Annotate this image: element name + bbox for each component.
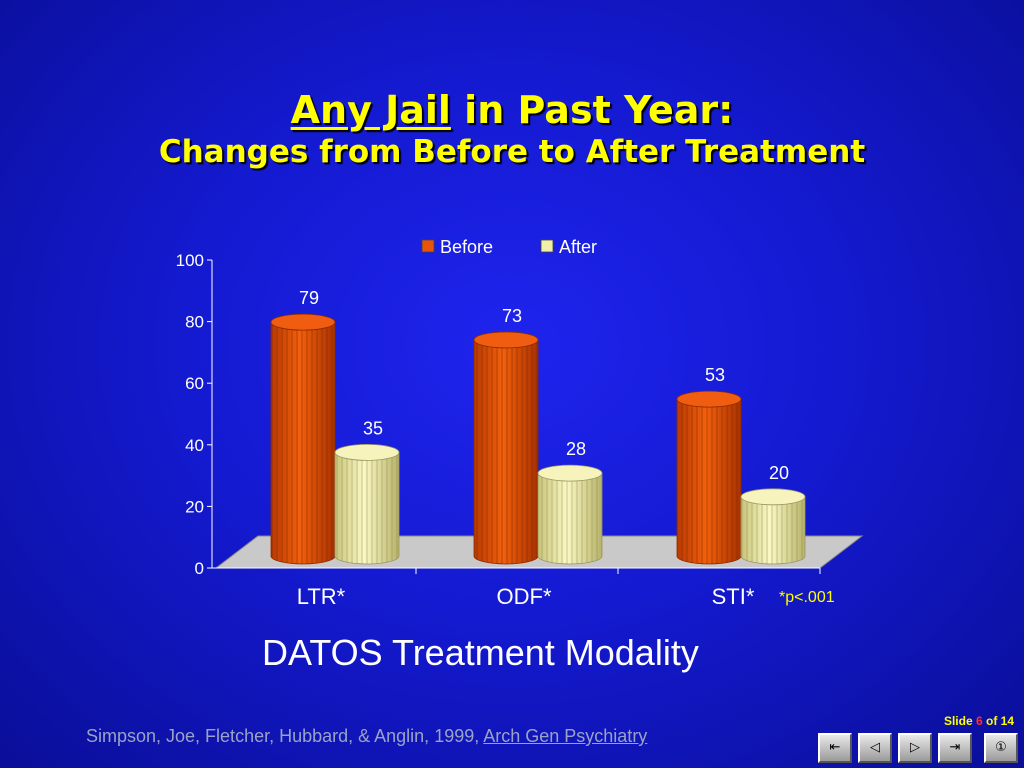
bar-ltr-after-value-label: 35 — [363, 418, 383, 438]
y-tick-label-0: 0 — [195, 559, 204, 578]
bar-odf-after-top — [537, 464, 603, 482]
significance-note: *p<.001 — [779, 589, 835, 606]
last-slide-button[interactable]: ⇥ — [938, 733, 972, 763]
bar-odf-before-top — [473, 331, 539, 349]
y-tick-label-100: 100 — [176, 251, 204, 270]
x-axis-title: DATOS Treatment Modality — [262, 632, 699, 673]
y-tick-label-20: 20 — [185, 497, 204, 516]
bar-odf-before-value-label: 73 — [502, 306, 522, 326]
slide-current: 6 — [975, 714, 983, 728]
slide-title: Any Jail in Past Year: Changes from Befo… — [0, 88, 1024, 172]
bar-sti-after-value-label: 20 — [769, 463, 789, 483]
bar-ltr-before-top — [270, 313, 336, 331]
x-tick-label-odf: ODF* — [497, 584, 552, 609]
bar-ltr-before-value-label: 79 — [299, 288, 319, 308]
citation: Simpson, Joe, Fletcher, Hubbard, & Angli… — [86, 726, 647, 747]
y-tick-label-60: 60 — [185, 374, 204, 393]
bar-odf-after-value-label: 28 — [566, 439, 586, 459]
next-slide-button[interactable]: ▷ — [898, 733, 932, 763]
bar-odf-after-texture — [538, 473, 602, 564]
return-button[interactable]: ① — [984, 733, 1018, 763]
first-slide-button[interactable]: ⇤ — [818, 733, 852, 763]
bar-odf-before-texture — [474, 339, 538, 564]
title-line-2: Changes from Before to After Treatment — [158, 134, 866, 170]
legend-label-before: Before — [440, 237, 493, 257]
x-tick-label-ltr: LTR* — [297, 584, 346, 609]
citation-journal-link[interactable]: Arch Gen Psychiatry — [483, 726, 648, 746]
title-underlined: Any Jail — [290, 88, 451, 132]
title-line-1: Any Jail in Past Year: — [0, 88, 1024, 132]
title-rest: in Past Year: — [450, 88, 734, 132]
y-tick-label-80: 80 — [185, 313, 204, 332]
bar-ltr-after-texture — [335, 452, 399, 564]
legend-swatch-after — [540, 239, 554, 253]
previous-slide-button[interactable]: ◁ — [858, 733, 892, 763]
bar-sti-before-texture — [677, 399, 741, 564]
bar-sti-before-top — [676, 390, 742, 408]
y-tick-label-40: 40 — [185, 436, 204, 455]
legend-swatch-before — [421, 239, 435, 253]
slide-label: Slide — [943, 714, 976, 728]
bar-sti-after-top — [740, 488, 806, 506]
slide-total: of 14 — [982, 714, 1014, 728]
bar-sti-before-value-label: 53 — [705, 365, 725, 385]
bar-ltr-after-top — [334, 443, 400, 461]
legend-label-after: After — [559, 237, 597, 257]
x-tick-label-sti: STI* — [712, 584, 755, 609]
citation-authors: Simpson, Joe, Fletcher, Hubbard, & Angli… — [86, 726, 484, 746]
bar-ltr-before-texture — [271, 322, 335, 564]
slide-counter: Slide 6 of 14 — [944, 714, 1014, 728]
bar-sti-after-texture — [741, 496, 805, 564]
